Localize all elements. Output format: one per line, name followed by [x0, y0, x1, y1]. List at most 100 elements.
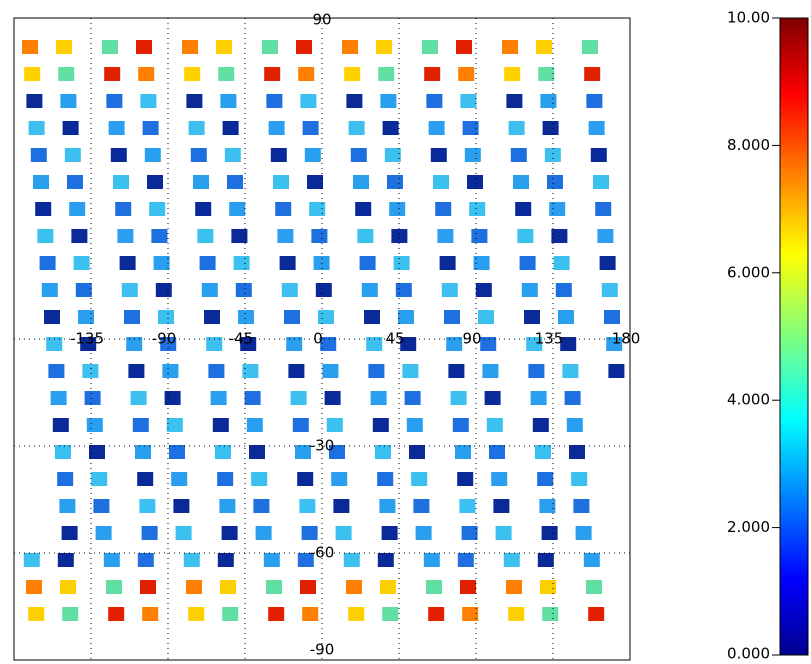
swath-cell — [220, 580, 236, 594]
swath-cell — [60, 94, 77, 108]
swath-cell — [139, 499, 156, 513]
swath-cell — [217, 472, 234, 486]
swath-cell — [69, 202, 86, 216]
swath-cell — [342, 40, 358, 54]
swath-cell — [268, 121, 285, 135]
swath-cell — [588, 121, 605, 135]
swath-cell — [208, 364, 225, 378]
swath-cell — [439, 256, 456, 270]
swath-cell — [562, 364, 579, 378]
swath-cell — [346, 580, 362, 594]
swath-cell — [547, 175, 563, 189]
swath-cell — [506, 580, 522, 594]
swath-cell — [104, 67, 121, 81]
swath-cell — [540, 94, 557, 108]
swath-cell — [377, 472, 394, 486]
swath-cell — [426, 580, 442, 594]
swath-cell — [182, 40, 198, 54]
swath-cell — [510, 148, 527, 162]
swath-cell — [137, 472, 154, 486]
swath-cell — [415, 526, 432, 540]
swath-cell — [375, 445, 391, 459]
swath-cell — [604, 310, 620, 324]
swath-cell — [521, 283, 538, 297]
swath-cell — [513, 175, 529, 189]
swath-cell — [39, 256, 56, 270]
swath-cell — [553, 256, 570, 270]
swath-cell — [61, 526, 78, 540]
swath-cell — [433, 175, 449, 189]
swath-cell — [528, 364, 545, 378]
swath-cell — [459, 499, 476, 513]
swath-cell — [124, 310, 140, 324]
swath-cell — [86, 418, 103, 432]
swath-cell — [430, 148, 447, 162]
swath-cell — [277, 229, 294, 243]
swath-cell — [475, 283, 492, 297]
swath-cell — [244, 391, 261, 405]
swath-cell — [300, 580, 316, 594]
swath-cell — [119, 256, 136, 270]
swath-cell — [586, 580, 602, 594]
swath-cell — [255, 526, 272, 540]
swath-cell — [144, 148, 161, 162]
swath-cell — [273, 175, 289, 189]
swath-cell — [402, 364, 419, 378]
swath-cell — [246, 418, 263, 432]
swath-cell — [309, 202, 326, 216]
swath-cell — [50, 391, 67, 405]
swath-cell — [379, 499, 396, 513]
swath-cell — [224, 148, 241, 162]
swath-cell — [539, 499, 556, 513]
swath-cell — [169, 445, 185, 459]
swath-cell — [23, 553, 40, 567]
swath-cell — [541, 526, 558, 540]
swath-cell — [409, 445, 425, 459]
swath-cell — [281, 283, 298, 297]
swath-cell — [195, 202, 212, 216]
swath-cell — [130, 391, 147, 405]
swath-cell — [526, 337, 543, 351]
swath-cell — [221, 526, 238, 540]
swaths — [22, 40, 625, 621]
swath-cell — [355, 202, 372, 216]
swath-cell — [458, 67, 475, 81]
swath-cell — [437, 229, 454, 243]
swath-cell — [601, 283, 618, 297]
swath-cell — [571, 472, 588, 486]
swath-cell — [376, 40, 392, 54]
swath-cell — [426, 94, 443, 108]
swath-cell — [378, 67, 395, 81]
swath-cell — [460, 580, 476, 594]
swath-cell — [44, 310, 60, 324]
swath-cell — [48, 364, 65, 378]
swath-cell — [140, 94, 157, 108]
swath-cell — [220, 94, 237, 108]
swath-cell — [60, 580, 76, 594]
swath-cell — [364, 310, 380, 324]
swath-cell — [301, 526, 318, 540]
swath-cell — [197, 229, 214, 243]
swath-cell — [135, 445, 151, 459]
swath-cell — [268, 607, 285, 621]
swath-cell — [348, 607, 365, 621]
swath-cell — [22, 40, 38, 54]
swath-cell — [284, 310, 300, 324]
swath-cell — [455, 445, 471, 459]
swath-cell — [292, 418, 309, 432]
colorbar-tick-label: 8.000 — [727, 136, 770, 154]
swath-cell — [329, 445, 345, 459]
swath-cell — [147, 175, 163, 189]
swath-cell — [389, 202, 406, 216]
swath-cell — [502, 40, 518, 54]
swath-cell — [558, 310, 574, 324]
swath-cell — [350, 148, 367, 162]
swath-cell — [469, 202, 486, 216]
swath-cell — [193, 175, 209, 189]
swath-cell — [290, 391, 307, 405]
lon-label: -135 — [70, 330, 104, 348]
swath-cell — [575, 526, 592, 540]
colorbar-tick-label: 4.000 — [727, 391, 770, 409]
swath-cell — [298, 67, 315, 81]
swath-cell — [335, 526, 352, 540]
